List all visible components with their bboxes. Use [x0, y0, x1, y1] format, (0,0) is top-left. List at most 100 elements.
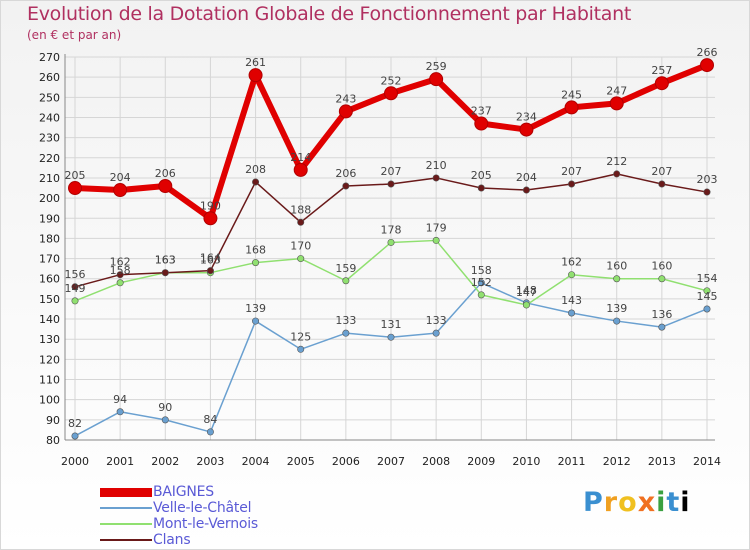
series-baignes [68, 58, 714, 226]
data-point [297, 218, 305, 226]
y-tick-label: 80 [46, 434, 60, 447]
data-point [568, 309, 576, 317]
data-label: 205 [65, 169, 86, 182]
data-label: 179 [426, 221, 447, 234]
y-tick-label: 240 [39, 111, 60, 124]
y-tick-label: 160 [39, 273, 60, 286]
data-label: 156 [65, 268, 86, 281]
data-label: 204 [516, 171, 537, 184]
data-labels: 205 204 206 190 261 214 243 252 259 237 234 245 247 2… [65, 46, 718, 430]
data-label: 206 [335, 167, 356, 180]
data-label: 261 [245, 56, 266, 69]
data-point [206, 428, 214, 436]
data-point [387, 333, 395, 341]
data-label: 207 [651, 165, 672, 178]
y-tick-label: 100 [39, 394, 60, 407]
chart-title: Evolution de la Dotation Globale de Fonc… [27, 3, 632, 25]
data-label: 252 [381, 74, 402, 87]
x-tick-label: 2003 [196, 455, 224, 468]
y-tick-label: 190 [39, 212, 60, 225]
legend-label: BAIGNES [153, 484, 214, 500]
data-label: 212 [606, 155, 627, 168]
data-point [568, 271, 576, 279]
data-label: 205 [471, 169, 492, 182]
x-tick-label: 2007 [377, 455, 405, 468]
series-layer [68, 58, 714, 440]
data-point [432, 236, 440, 244]
y-tick-label: 120 [39, 353, 60, 366]
data-point [338, 104, 353, 119]
data-point [703, 287, 711, 295]
data-label: 160 [651, 260, 672, 273]
x-tick-label: 2002 [151, 455, 179, 468]
x-tick-label: 2011 [558, 455, 586, 468]
data-label: 143 [561, 294, 582, 307]
data-point [71, 432, 79, 440]
data-point [248, 68, 263, 83]
data-label: 136 [651, 308, 672, 321]
y-tick-label: 270 [39, 51, 60, 64]
data-label: 208 [245, 163, 266, 176]
legend-label: Clans [153, 532, 191, 548]
data-label: 139 [606, 302, 627, 315]
data-point [522, 186, 530, 194]
chart-subtitle: (en € et par an) [27, 28, 122, 42]
data-label: 147 [516, 286, 537, 299]
data-point [477, 291, 485, 299]
data-point [703, 188, 711, 196]
data-label: 152 [471, 276, 492, 289]
data-point [252, 178, 260, 186]
data-label: 154 [697, 272, 718, 285]
data-point [342, 329, 350, 337]
series-velle-le-châtel [71, 279, 711, 440]
y-tick-label: 150 [39, 293, 60, 306]
data-point [613, 317, 621, 325]
y-tick-label: 110 [39, 374, 60, 387]
data-label: 90 [158, 401, 172, 414]
legend-swatch [100, 539, 152, 541]
x-tick-label: 2006 [332, 455, 360, 468]
data-point [613, 170, 621, 178]
data-point [68, 181, 82, 196]
data-label: 210 [426, 159, 447, 172]
legend-swatch [100, 507, 152, 509]
data-point [342, 277, 350, 285]
data-label: 139 [245, 302, 266, 315]
data-point [293, 162, 308, 177]
data-label: 207 [381, 165, 402, 178]
data-point [477, 184, 485, 192]
data-point [161, 269, 169, 277]
y-tick-label: 230 [39, 132, 60, 145]
data-label: 204 [110, 171, 131, 184]
y-tick-label: 260 [39, 71, 60, 84]
legend-label: Mont-le-Vernois [153, 516, 259, 532]
data-point [206, 267, 214, 275]
data-label: 170 [290, 240, 311, 253]
data-point [342, 182, 350, 190]
data-label: 131 [381, 318, 402, 331]
data-point [116, 408, 124, 416]
legend-swatch [100, 523, 152, 525]
x-tick-label: 2000 [61, 455, 89, 468]
x-tick-label: 2004 [242, 455, 270, 468]
data-point [297, 345, 305, 353]
data-point [432, 174, 440, 182]
data-label: 149 [65, 282, 86, 295]
data-point [700, 58, 714, 73]
data-point [252, 259, 260, 267]
data-point [161, 416, 169, 424]
data-point [609, 96, 624, 111]
data-label: 160 [606, 260, 627, 273]
data-label: 257 [651, 64, 672, 77]
y-tick-label: 200 [39, 192, 60, 205]
data-point [387, 180, 395, 188]
data-label: 82 [68, 417, 82, 430]
x-tick-label: 2012 [603, 455, 631, 468]
x-tick-label: 2005 [287, 455, 315, 468]
y-tick-label: 90 [46, 414, 60, 427]
data-label: 164 [200, 252, 221, 265]
data-point [116, 271, 124, 279]
axes: 80 90 100 110 120 130 140 150 160 170 180 190 200 210… [39, 51, 721, 468]
data-point [658, 275, 666, 283]
